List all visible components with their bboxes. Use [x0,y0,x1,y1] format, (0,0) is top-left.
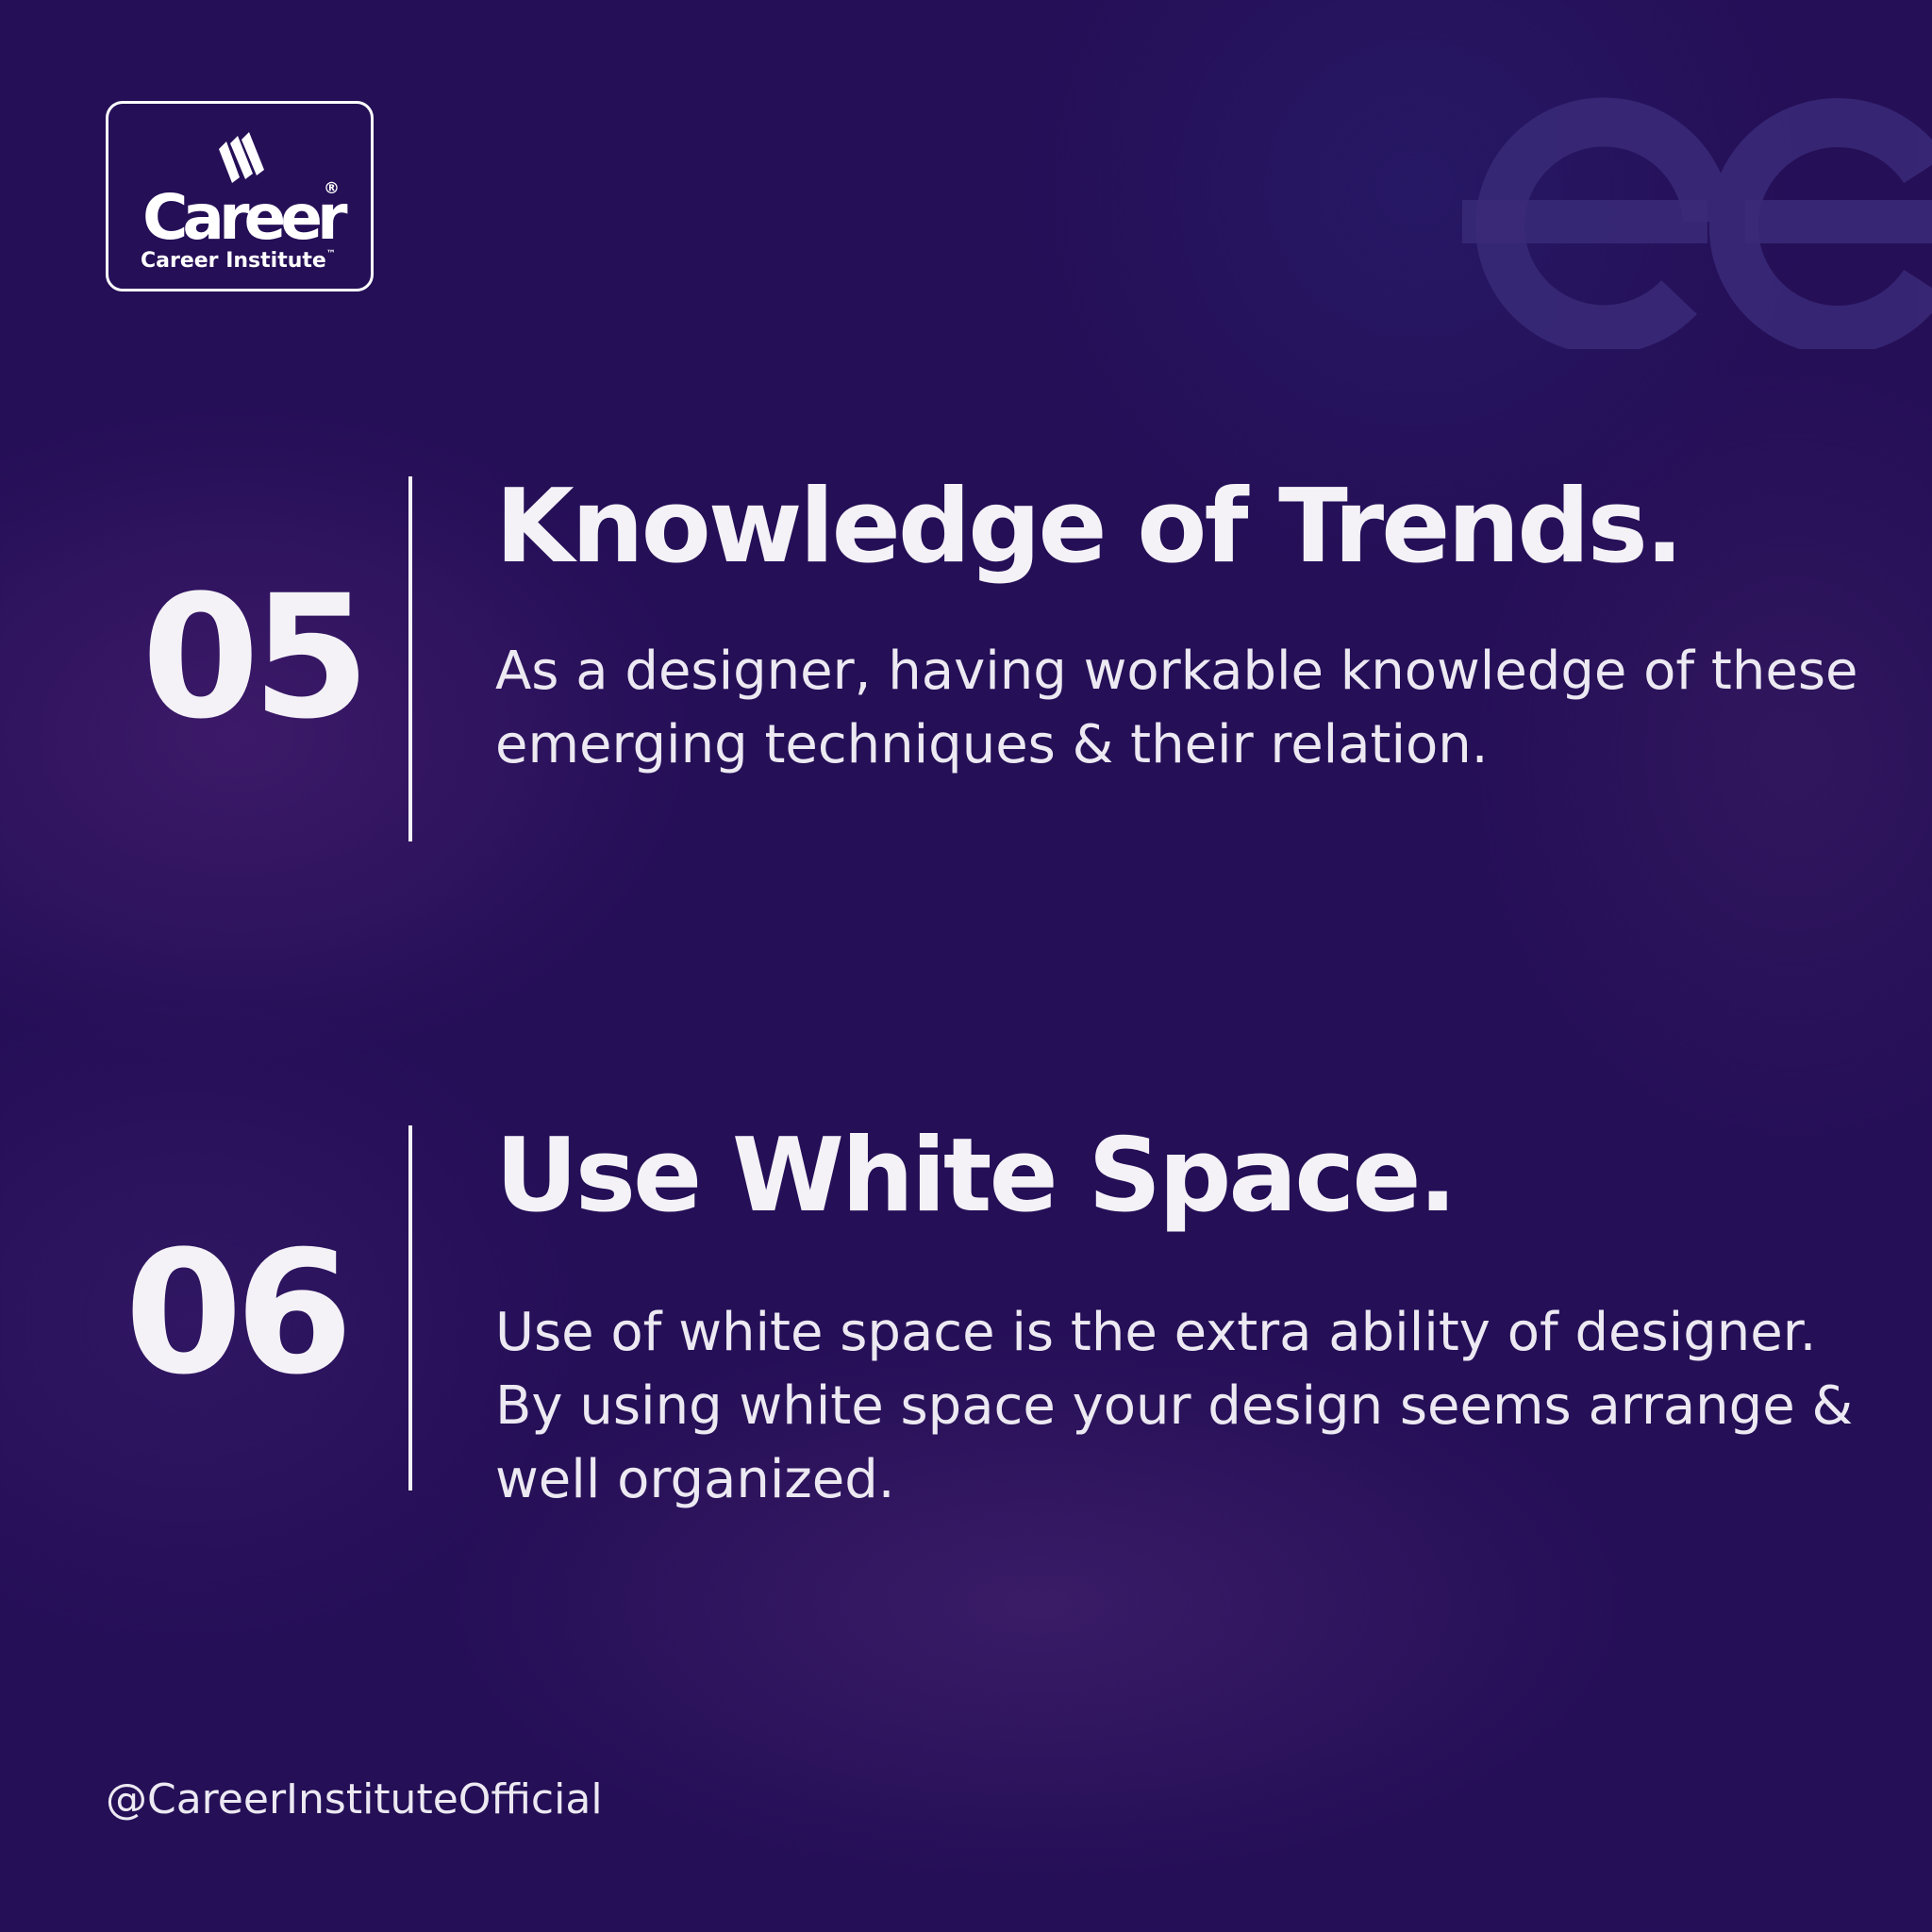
section-description: Use of white space is the extra ability … [495,1302,1854,1510]
section-number: 05 [142,559,370,757]
trademark-mark: ™ [325,249,336,259]
section-divider [408,1125,412,1491]
registered-mark: ® [324,179,340,198]
section-divider [408,476,412,841]
logo-wordmark: Career [142,181,348,254]
book-pages-icon [219,132,264,183]
social-handle: @CareerInstituteOfficial [106,1775,603,1824]
career-institute-logo: Career ® Career Institute™ [106,101,374,291]
section-title: Use White Space. [495,1117,1457,1235]
watermark-logo-icon [1462,97,1932,349]
section-description: As a designer, having workable knowledge… [495,641,1858,775]
logo-subtitle-text: Career Institute [141,249,326,273]
logo-subtitle: Career Institute™ [141,249,336,273]
section-number: 06 [125,1215,353,1412]
section-title: Knowledge of Trends. [495,468,1684,586]
